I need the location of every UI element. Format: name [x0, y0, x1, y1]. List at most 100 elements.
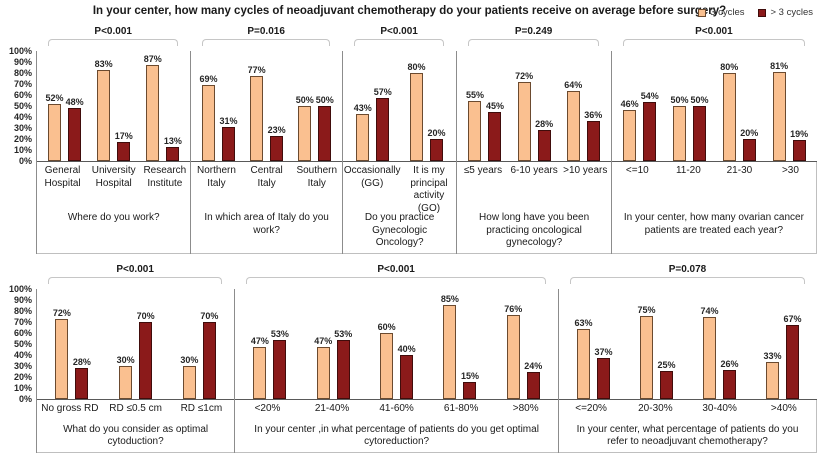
bar — [318, 106, 332, 161]
bar — [139, 321, 153, 399]
category-labels: Occasionally (GG) It is my principal acti… — [343, 162, 457, 214]
bar-group: 64% 36% — [564, 51, 602, 161]
panel-header: P=0.078 — [558, 263, 817, 289]
significance-bracket — [246, 276, 546, 284]
category-label: >10 years — [563, 165, 608, 176]
bar — [182, 365, 196, 399]
y-axis-tick: 100% — [8, 283, 32, 294]
y-axis-tick: 40% — [13, 112, 32, 122]
bar-wrap: 80% — [720, 51, 738, 161]
chart-row: 100% 90% 80% 70% 60% 50% 40% 30% 20% 10% 0% P<0.001… — [2, 263, 817, 453]
bar-group: 75% 25% — [637, 289, 676, 399]
panel-header: P=0.249 — [456, 25, 610, 51]
legend-swatch-icon — [758, 8, 767, 17]
category-label: >40% — [770, 402, 797, 414]
category-label: <=20% — [575, 402, 607, 414]
label-box: <20% 21-40% 41-60% 61-80% >80% In your center… — [235, 400, 558, 453]
bar — [336, 340, 350, 399]
p-value-label: P<0.001 — [94, 26, 132, 37]
significance-bracket — [622, 39, 805, 46]
bar-value-label: 70% — [200, 310, 219, 321]
label-box: Occasionally (GG) It is my principal acti… — [342, 162, 457, 254]
bar-value-label: 23% — [267, 124, 286, 135]
bar-wrap: 80% — [407, 51, 426, 161]
bar-wrap: 47% — [251, 289, 269, 399]
bar-wrap: 76% — [504, 289, 522, 399]
bar-group: 30% 70% — [117, 289, 155, 399]
y-axis-tick: 90% — [13, 57, 32, 67]
bar — [253, 346, 267, 399]
bar — [526, 372, 540, 399]
plot-area: 43% 57% 80% 20% — [342, 51, 457, 162]
y-axis-tick: 90% — [13, 294, 32, 305]
category-label: >80% — [512, 402, 539, 414]
bar-value-label: 50% — [690, 95, 709, 105]
bar-value-label: 48% — [65, 97, 84, 108]
bar-wrap: 50% — [316, 51, 334, 161]
panel: P=0.078 63% 37% 75% 25% 74% 26% 33% 67% <=20% 20-3… — [557, 263, 817, 453]
bar-wrap: 20% — [740, 51, 758, 161]
category-label: General Hospital — [44, 165, 81, 189]
bar-value-label: 36% — [584, 110, 603, 121]
bar-group: 77% 23% — [248, 51, 286, 161]
category-label: <=10 — [625, 165, 649, 176]
bar-group: 80% 20% — [407, 51, 446, 161]
label-box: ≤5 years 6-10 years >10 years How long have… — [457, 162, 611, 254]
bar-wrap: 30% — [180, 289, 198, 399]
bar-value-label: 20% — [740, 128, 759, 138]
significance-bracket — [48, 276, 223, 284]
bar — [48, 103, 62, 161]
bar-wrap: 24% — [524, 289, 542, 399]
bar — [785, 324, 799, 399]
bar-value-label: 50% — [295, 95, 314, 105]
bar — [702, 317, 716, 399]
bar-wrap: 47% — [314, 289, 332, 399]
panel: P<0.001 72% 28% 30% 70% 30% 70% No gross RD RD ≤… — [36, 263, 235, 453]
bar-group: 52% 48% — [46, 51, 84, 161]
y-axis-tick: 20% — [13, 371, 32, 382]
y-axis-tick: 100% — [8, 46, 32, 56]
bar-value-label: 26% — [720, 358, 739, 369]
bar — [722, 369, 736, 399]
panel-header: P=0.016 — [190, 25, 341, 51]
legend: 3 cycles > 3 cycles — [698, 7, 813, 18]
category-label: <20% — [254, 402, 281, 414]
chart-header: In your center, how many cycles of neoad… — [2, 3, 817, 25]
bar-wrap: 85% — [441, 289, 459, 399]
panel: P=0.249 55% 45% 72% 28% 64% 36% ≤5 years 6-10 ye… — [456, 25, 611, 254]
legend-swatch-icon — [698, 8, 707, 17]
bar — [298, 106, 312, 161]
bar — [468, 100, 482, 161]
bar-value-label: 67% — [783, 313, 802, 324]
bar-wrap: 50% — [690, 51, 709, 161]
bar — [273, 340, 287, 399]
bar — [566, 90, 580, 161]
bar-wrap: 69% — [199, 51, 217, 161]
bar — [166, 146, 180, 161]
panel-body: 52% 48% 83% 17% 87% 13% General Hospital Univer… — [36, 51, 191, 254]
bar-group: 69% 31% — [199, 51, 237, 161]
bar — [75, 367, 89, 399]
bar-wrap: 72% — [515, 51, 533, 161]
bar-wrap: 74% — [700, 289, 718, 399]
y-axis: 100% 90% 80% 70% 60% 50% 40% 30% 20% 10% 0% — [2, 25, 36, 254]
bar-wrap: 60% — [378, 289, 396, 399]
bar-value-label: 30% — [180, 354, 199, 365]
y-axis-tick: 70% — [13, 316, 32, 327]
significance-bracket — [468, 39, 599, 46]
bar-value-label: 30% — [116, 354, 135, 365]
bar-value-label: 43% — [353, 102, 372, 113]
bar-value-label: 72% — [515, 70, 534, 81]
bar-group: 74% 26% — [700, 289, 739, 399]
bar-value-label: 13% — [163, 135, 182, 146]
bar-wrap: 46% — [621, 51, 639, 161]
panel-body: 63% 37% 75% 25% 74% 26% 33% 67% <=20% 20-30% 30-40… — [557, 288, 817, 453]
bar — [409, 73, 423, 161]
y-axis-tick: 70% — [13, 79, 32, 89]
bar — [400, 354, 414, 399]
bar-wrap: 72% — [53, 289, 71, 399]
panel-body: 47% 53% 47% 53% 60% 40% 85% 15% 76% 24% <20% 21-40%… — [234, 288, 558, 453]
bar — [576, 329, 590, 399]
panel-question: What do you consider as optimal cytoduct… — [63, 423, 209, 448]
plot-area: 52% 48% 83% 17% 87% 13% — [37, 51, 191, 162]
